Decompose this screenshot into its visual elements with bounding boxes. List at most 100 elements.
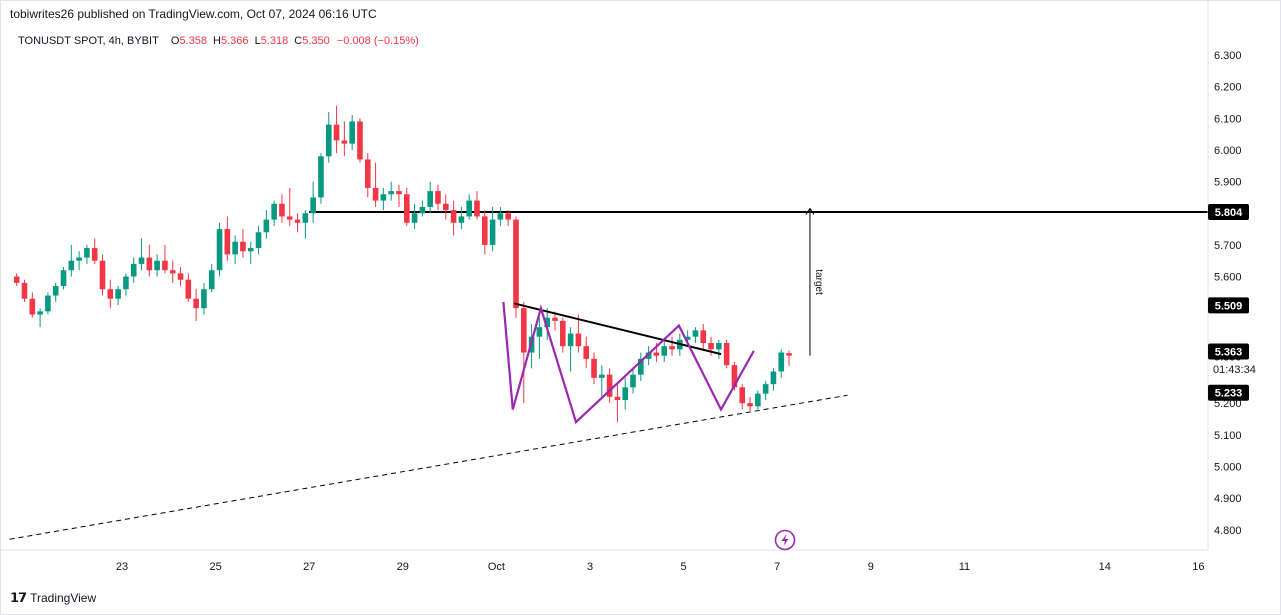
candle[interactable] (279, 194, 285, 223)
candle[interactable] (45, 292, 51, 315)
candle[interactable] (770, 368, 777, 391)
candle[interactable] (107, 279, 114, 309)
tradingview-footer[interactable]: 𝟭𝟳 TradingView (10, 590, 96, 606)
candle[interactable] (403, 187, 410, 226)
candle[interactable] (380, 187, 387, 211)
candle[interactable] (325, 111, 332, 163)
candle[interactable] (411, 203, 418, 230)
flash-icon[interactable] (774, 529, 796, 551)
candle[interactable] (427, 181, 433, 214)
candle[interactable] (700, 324, 707, 350)
price-axis[interactable]: 6.3006.2006.1006.0005.9005.8005.7005.600… (1207, 0, 1242, 550)
candle[interactable] (162, 244, 168, 274)
candle[interactable] (286, 187, 293, 226)
candle[interactable] (645, 346, 652, 366)
candle[interactable] (606, 368, 613, 404)
candle[interactable] (614, 384, 621, 423)
candle[interactable] (84, 244, 90, 264)
candle[interactable] (536, 317, 543, 359)
candle[interactable] (661, 339, 668, 363)
candle[interactable] (622, 377, 629, 410)
candle[interactable] (396, 184, 402, 207)
candle[interactable] (513, 216, 519, 318)
candle[interactable] (591, 352, 597, 385)
candle[interactable] (630, 368, 636, 394)
candle[interactable] (255, 225, 262, 255)
candle[interactable] (450, 200, 457, 236)
candle[interactable] (224, 216, 231, 261)
candle[interactable] (341, 121, 348, 157)
candle[interactable] (91, 238, 98, 264)
candle[interactable] (240, 229, 246, 258)
candle[interactable] (552, 311, 558, 331)
candle[interactable] (68, 244, 75, 277)
candle[interactable] (778, 349, 785, 378)
candle[interactable] (474, 191, 480, 220)
candle[interactable] (567, 327, 574, 372)
candle[interactable] (466, 194, 472, 220)
candle[interactable] (357, 118, 363, 163)
candle[interactable] (318, 153, 324, 204)
candle[interactable] (76, 251, 82, 271)
candle[interactable] (60, 267, 67, 290)
candle[interactable] (716, 339, 722, 359)
candle[interactable] (505, 210, 511, 226)
candle[interactable] (481, 210, 488, 255)
candle[interactable] (458, 206, 465, 230)
candle[interactable] (263, 210, 270, 239)
candle[interactable] (247, 241, 254, 264)
candle[interactable] (669, 336, 675, 356)
candle[interactable] (489, 206, 496, 252)
candle[interactable] (29, 292, 36, 318)
candle[interactable] (21, 279, 28, 302)
candle[interactable] (419, 200, 426, 217)
candle[interactable] (52, 282, 59, 302)
candle[interactable] (310, 181, 316, 223)
candle[interactable] (364, 153, 371, 198)
candle[interactable] (302, 210, 309, 239)
candle[interactable] (762, 380, 769, 400)
candle[interactable] (146, 244, 153, 277)
candle[interactable] (723, 339, 730, 369)
candle[interactable] (638, 352, 644, 381)
candle[interactable] (123, 273, 129, 296)
candle[interactable] (185, 273, 192, 302)
candle[interactable] (583, 336, 590, 369)
candle[interactable] (388, 181, 394, 201)
candle[interactable] (442, 194, 449, 220)
candle[interactable] (138, 238, 145, 271)
candle[interactable] (271, 200, 277, 226)
candle[interactable] (599, 365, 605, 397)
candle[interactable] (435, 184, 441, 211)
candle[interactable] (349, 115, 355, 150)
candle[interactable] (692, 327, 699, 344)
candle[interactable] (560, 317, 566, 353)
candle[interactable] (232, 235, 238, 264)
candle[interactable] (739, 384, 746, 410)
candle[interactable] (333, 105, 340, 154)
candle[interactable] (208, 263, 215, 293)
candle[interactable] (154, 254, 160, 277)
candle[interactable] (201, 282, 207, 315)
candle[interactable] (216, 222, 223, 277)
time-axis[interactable]: 23 25 27 29 Oct 3 5 7 9 11 14 16 (1, 549, 1208, 573)
candle[interactable] (521, 301, 527, 404)
candle[interactable] (575, 314, 582, 353)
candle[interactable] (177, 267, 184, 287)
candle[interactable] (755, 390, 761, 410)
candle[interactable] (37, 308, 43, 328)
candle[interactable] (786, 350, 792, 366)
candle[interactable] (99, 254, 106, 296)
candle[interactable] (497, 206, 504, 226)
candle[interactable] (294, 213, 301, 233)
candle[interactable] (747, 396, 753, 413)
candle[interactable] (544, 308, 551, 340)
candle[interactable] (13, 273, 20, 287)
candle-body (193, 298, 199, 309)
candle[interactable] (115, 286, 121, 306)
candle[interactable] (169, 260, 176, 283)
candle[interactable] (193, 289, 199, 321)
candle[interactable] (372, 162, 379, 207)
candle[interactable] (130, 257, 137, 283)
